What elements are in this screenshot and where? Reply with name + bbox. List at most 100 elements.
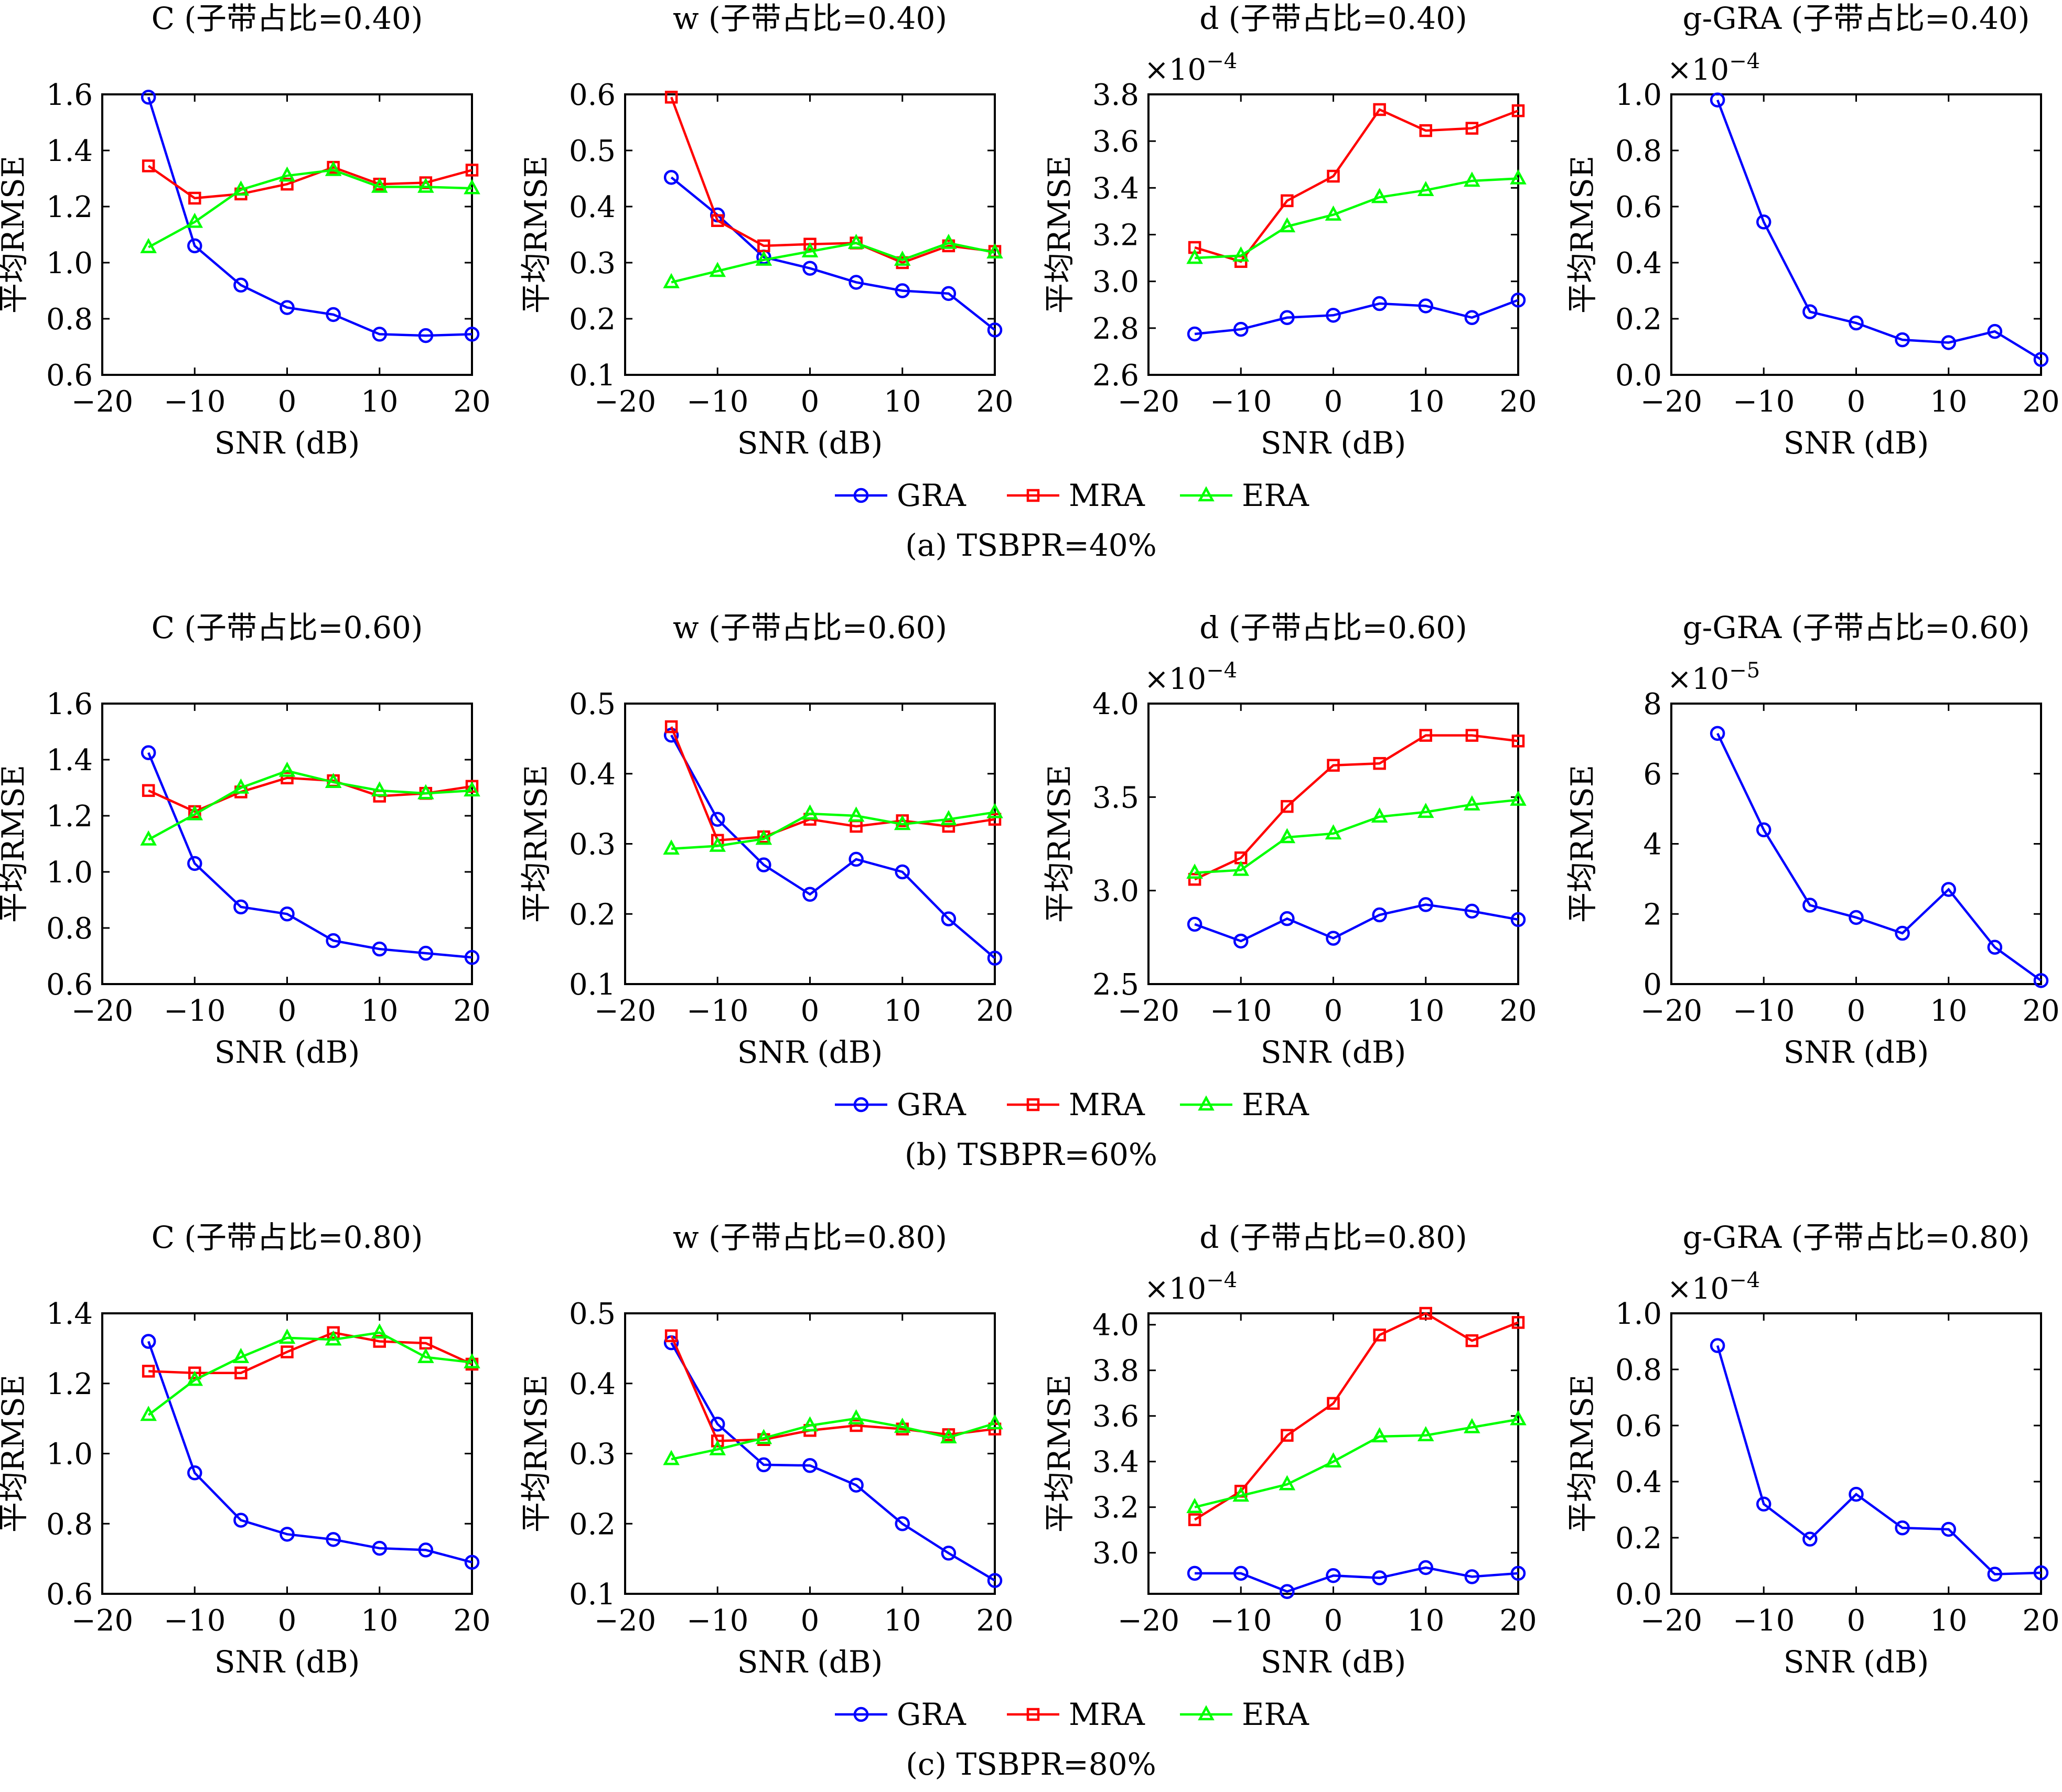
y-tick-label: 1.0 bbox=[46, 1438, 93, 1472]
data-point-era bbox=[278, 761, 296, 777]
y-tick-label: 1.4 bbox=[46, 134, 93, 168]
y-axis-label: 平均RMSE bbox=[1564, 1375, 1600, 1532]
subplot-5: C (子带占比=0.60) −20 −10 0 10 20 0.6 0.8 1.0 1.2 1.4 1… bbox=[0, 610, 491, 1070]
subplot-title: C (子带占比=0.80) bbox=[152, 1219, 423, 1255]
data-point-era bbox=[709, 1440, 726, 1455]
data-point-era bbox=[986, 243, 1003, 258]
data-point-mra bbox=[1373, 1329, 1386, 1342]
data-point-era bbox=[232, 778, 250, 794]
data-point-era bbox=[1279, 828, 1296, 844]
y-tick-label: 3.4 bbox=[1092, 171, 1139, 206]
data-point-gra bbox=[1187, 1566, 1202, 1581]
y-tick-label: 8 bbox=[1643, 687, 1662, 721]
series-line-gra bbox=[1195, 1566, 1519, 1593]
data-point-gra bbox=[1464, 310, 1480, 326]
data-point-gra bbox=[1233, 321, 1249, 337]
data-point-gra bbox=[756, 857, 771, 872]
x-tick-label: 10 bbox=[884, 385, 921, 419]
data-point-gra bbox=[802, 887, 818, 902]
data-point-gra bbox=[1280, 1584, 1295, 1599]
subplot-9: C (子带占比=0.80) −20 −10 0 10 20 0.6 0.8 1.0 1.2 1.4 S… bbox=[0, 1219, 491, 1680]
y-tick-label: 0.5 bbox=[569, 687, 616, 721]
series-mra bbox=[664, 1329, 1002, 1448]
y-tick-label: 0.8 bbox=[46, 912, 93, 946]
data-point-gra bbox=[756, 1457, 771, 1473]
row-caption: (c) TSBPR=80% bbox=[906, 1746, 1156, 1782]
x-tick-label: −10 bbox=[1733, 385, 1795, 419]
data-point-era bbox=[1186, 863, 1203, 879]
y-exponent-label: ×10−4 bbox=[1667, 1268, 1760, 1306]
data-point-gra bbox=[802, 1458, 818, 1473]
y-exponent-label: ×10−4 bbox=[1144, 1268, 1237, 1306]
y-tick-label: 0 bbox=[1643, 968, 1662, 1002]
legend-marker-era bbox=[1198, 486, 1215, 502]
y-tick-label: 0.2 bbox=[569, 898, 616, 932]
subplot-title: C (子带占比=0.40) bbox=[152, 1, 423, 36]
y-axis-label: 平均RMSE bbox=[1041, 765, 1077, 923]
data-point-mra bbox=[1281, 1429, 1294, 1442]
data-point-era bbox=[755, 250, 772, 266]
y-tick-label: 1.2 bbox=[46, 190, 93, 224]
series-line-era bbox=[1195, 177, 1519, 260]
series-line-mra bbox=[1194, 734, 1519, 881]
data-point-era bbox=[1464, 1418, 1480, 1433]
y-axis-label: 平均RMSE bbox=[518, 765, 554, 923]
x-tick-label: −10 bbox=[1733, 1604, 1795, 1638]
data-point-era bbox=[232, 1347, 250, 1363]
series-era bbox=[1186, 790, 1527, 879]
x-tick-label: 0 bbox=[1324, 385, 1343, 419]
data-point-gra bbox=[941, 911, 957, 926]
y-tick-label: 1.0 bbox=[1615, 78, 1662, 112]
subplot-4: g-GRA (子带占比=0.40) −20 −10 0 10 20 0.0 0.2 0.4 0.6… bbox=[1564, 1, 2060, 461]
data-point-mra bbox=[188, 1366, 201, 1379]
data-point-gra bbox=[895, 1516, 910, 1531]
series-line-era bbox=[671, 811, 995, 850]
data-point-mra bbox=[234, 1366, 248, 1379]
data-point-era bbox=[1186, 249, 1203, 264]
data-point-mra bbox=[711, 214, 724, 227]
y-tick-label: 0.0 bbox=[1615, 1578, 1662, 1612]
y-tick-label: 0.2 bbox=[569, 1507, 616, 1541]
y-axis-label: 平均RMSE bbox=[0, 156, 31, 314]
data-point-gra bbox=[1372, 907, 1387, 923]
series-mra bbox=[1188, 1307, 1525, 1526]
y-tick-label: 0.8 bbox=[1615, 134, 1662, 168]
data-point-gra bbox=[280, 906, 295, 922]
x-tick-label: 0 bbox=[1324, 1604, 1343, 1638]
series-line-era bbox=[671, 242, 995, 284]
plot-frame bbox=[624, 703, 996, 985]
data-point-gra bbox=[1941, 882, 1956, 897]
data-point-era bbox=[1232, 1486, 1250, 1502]
x-tick-label: −20 bbox=[1118, 994, 1179, 1028]
y-tick-label: 0.2 bbox=[569, 303, 616, 337]
data-point-era bbox=[1371, 807, 1388, 823]
data-point-era bbox=[464, 781, 480, 797]
series-line-mra bbox=[147, 165, 472, 200]
x-tick-label: 0 bbox=[801, 994, 820, 1028]
x-axis-label: SNR (dB) bbox=[1784, 1034, 1929, 1070]
x-tick-label: −20 bbox=[594, 1604, 656, 1638]
data-point-era bbox=[186, 212, 203, 228]
data-point-gra bbox=[1710, 92, 1725, 107]
series-mra bbox=[1188, 729, 1525, 886]
x-tick-label: −10 bbox=[1210, 385, 1272, 419]
y-axis-label: 平均RMSE bbox=[1041, 156, 1077, 314]
data-point-gra bbox=[849, 851, 864, 867]
data-point-mra bbox=[373, 1335, 386, 1348]
data-point-gra bbox=[326, 933, 341, 948]
subplot-10: w (子带占比=0.80) −20 −10 0 10 20 0.1 0.2 0.3 0.4 0.5 S… bbox=[518, 1219, 1014, 1680]
data-point-gra bbox=[372, 327, 387, 342]
data-point-era bbox=[371, 1323, 388, 1339]
series-era bbox=[1186, 1410, 1527, 1513]
series-line-gra bbox=[1716, 99, 2042, 361]
series-line-gra bbox=[1194, 903, 1519, 943]
y-tick-label: 0.6 bbox=[569, 78, 616, 112]
y-exponent-label: ×10−4 bbox=[1144, 49, 1237, 87]
y-tick-label: 1.6 bbox=[46, 687, 93, 721]
legend-item-gra: GRA bbox=[835, 1697, 966, 1732]
y-tick-label: 0.0 bbox=[1615, 359, 1662, 393]
x-tick-label: −20 bbox=[1640, 385, 1702, 419]
y-tick-label: 1.4 bbox=[46, 1297, 93, 1331]
y-tick-label: 4.0 bbox=[1092, 687, 1139, 721]
subplot-title: w (子带占比=0.60) bbox=[673, 610, 947, 645]
